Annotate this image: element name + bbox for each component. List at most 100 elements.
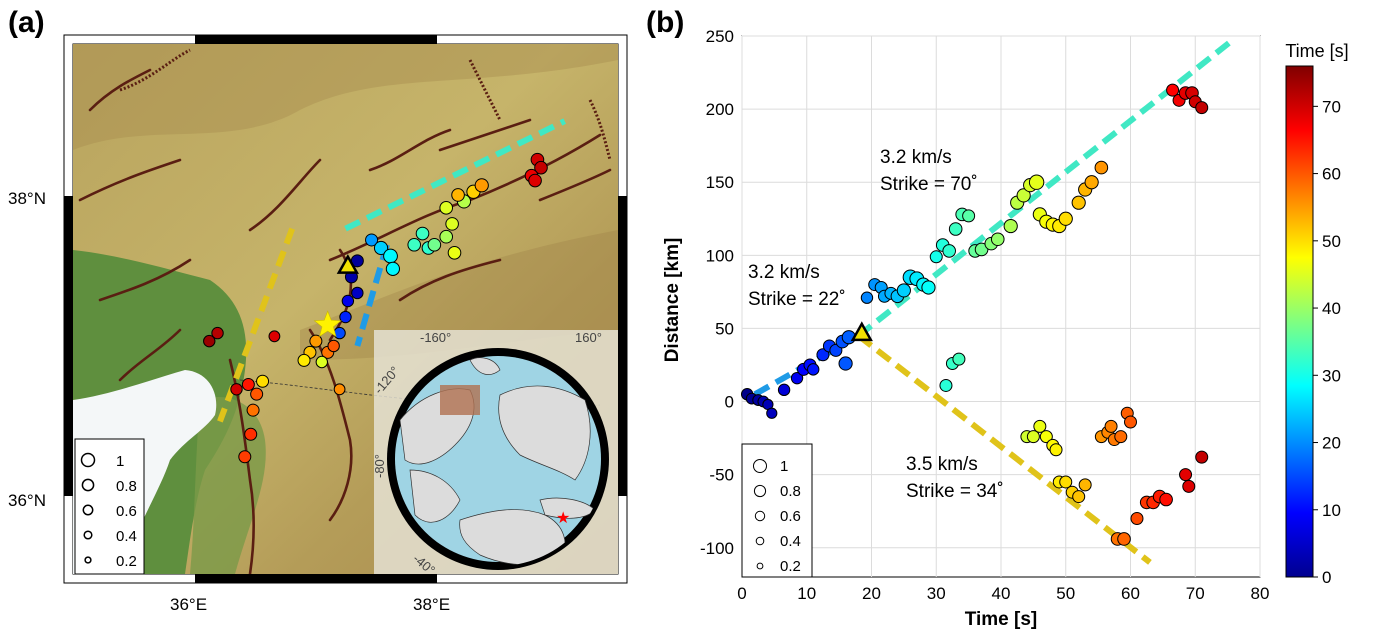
event-point <box>929 250 943 264</box>
inset-label-lon-m80: -80° <box>372 454 387 478</box>
map-event-point <box>333 326 346 340</box>
y-tick-label: 200 <box>706 100 734 119</box>
legend-size-circle <box>756 562 764 570</box>
inset-label-lon-m160: -160° <box>420 330 451 345</box>
event-point <box>1114 430 1128 444</box>
legend-size-circle <box>755 536 765 546</box>
map-event-point <box>341 294 355 308</box>
x-tick-label: 0 <box>737 584 746 603</box>
colorbar: Time [s] 0 10 20 30 40 50 60 70 <box>1285 41 1348 587</box>
legend-size-label: 1 <box>780 458 788 475</box>
map-legend-size-label: 1 <box>116 453 124 470</box>
map-panel: ★ -160° 160° -120° -80° -40° 1 0.8 0.6 0.4 0… <box>8 34 628 614</box>
event-point <box>1179 468 1193 482</box>
map-legend-size-label: 0.8 <box>116 478 137 495</box>
map-event-point <box>241 377 255 391</box>
map-event-point <box>407 237 422 252</box>
event-point <box>1130 512 1144 526</box>
map-event-point <box>365 233 379 247</box>
event-point <box>1195 450 1209 464</box>
y-tick-label: -50 <box>709 466 734 485</box>
map-event-point <box>383 248 398 264</box>
annotation-strike-34: Strike = 34˚ <box>906 481 1004 502</box>
event-point <box>1049 443 1063 457</box>
event-point <box>807 363 820 376</box>
y-tick-label: 100 <box>706 246 734 265</box>
map-event-point <box>351 286 364 300</box>
map-event-point <box>309 334 323 348</box>
map-event-point <box>339 310 352 324</box>
event-point <box>1182 479 1196 493</box>
event-point <box>790 371 804 385</box>
colorbar-tick-label: 30 <box>1322 366 1341 385</box>
map-event-point <box>447 245 462 260</box>
lat-tick-36: 36°N <box>8 491 46 510</box>
event-point <box>1104 419 1118 433</box>
lon-tick-36: 36°E <box>170 595 207 614</box>
legend-size-label: 0.4 <box>780 533 801 550</box>
event-point <box>1026 430 1040 444</box>
event-point <box>1033 419 1047 433</box>
colorbar-tick-label: 60 <box>1322 165 1341 184</box>
map-event-point <box>238 450 252 464</box>
legend-size-label: 0.6 <box>780 508 801 525</box>
minor-fault-lines <box>119 48 612 161</box>
event-point <box>948 222 963 236</box>
y-tick-label: 250 <box>706 27 734 46</box>
event-point <box>952 352 966 366</box>
map-event-point <box>230 383 243 396</box>
inset-label-lon-160: 160° <box>575 330 602 345</box>
annotation-speed-70: 3.2 km/s <box>880 147 952 168</box>
map-legend-size-circle <box>80 452 96 468</box>
legend-size-label: 0.8 <box>780 483 801 500</box>
map-legend-size-circle <box>83 530 93 540</box>
map-event-point <box>211 326 224 340</box>
map-event-point <box>474 178 489 193</box>
legend-size-circle <box>753 459 767 473</box>
colorbar-tick-label: 70 <box>1322 97 1341 116</box>
map-rupture-line <box>344 118 567 232</box>
event-point <box>1058 211 1073 226</box>
event-point <box>921 280 936 295</box>
map-legend-size-circle <box>82 504 94 516</box>
event-point <box>990 232 1005 247</box>
x-tick-label: 60 <box>1121 584 1140 603</box>
event-point <box>1003 218 1018 234</box>
map-event-point <box>415 226 430 241</box>
x-axis-title: Time [s] <box>965 609 1038 630</box>
event-point <box>1072 490 1086 504</box>
x-tick-label: 70 <box>1186 584 1205 603</box>
panel-a-label: (a) <box>8 6 45 39</box>
annotation-strike-70: Strike = 70˚ <box>880 174 978 195</box>
map-event-point <box>451 188 465 202</box>
event-point <box>1117 532 1131 546</box>
annotation-strike-22: Strike = 22˚ <box>748 289 846 310</box>
map-event-point <box>268 330 281 343</box>
y-tick-label: 50 <box>715 319 734 338</box>
x-tick-label: 80 <box>1251 584 1270 603</box>
map-event-point <box>327 339 340 353</box>
event-point <box>1059 475 1073 489</box>
lat-tick-38: 38°N <box>8 189 46 208</box>
y-tick-label: 150 <box>706 173 734 192</box>
map-legend-size-circle <box>84 556 92 564</box>
legend-size-circle <box>754 510 766 522</box>
event-point <box>1016 188 1031 203</box>
inset-star-icon: ★ <box>556 508 570 527</box>
distance-time-chart: 0 10 20 30 40 50 60 70 80 250 200 150 100 50 0 -50 -100… <box>662 27 1269 630</box>
event-point <box>1071 195 1086 210</box>
event-point <box>1124 415 1137 429</box>
map-legend-size-label: 0.6 <box>116 503 137 520</box>
event-point <box>766 407 778 419</box>
event-point <box>896 283 911 298</box>
event-point <box>962 209 976 223</box>
size-legend <box>741 443 813 578</box>
colorbar-tick-label: 50 <box>1322 232 1341 251</box>
colorbar-tick-label: 20 <box>1322 434 1341 453</box>
event-point <box>1028 174 1045 190</box>
event-point <box>942 244 957 258</box>
panel-b-label: (b) <box>646 6 684 39</box>
map-event-point <box>203 334 216 348</box>
map-event-point <box>250 387 264 401</box>
map-event-point <box>256 374 270 388</box>
